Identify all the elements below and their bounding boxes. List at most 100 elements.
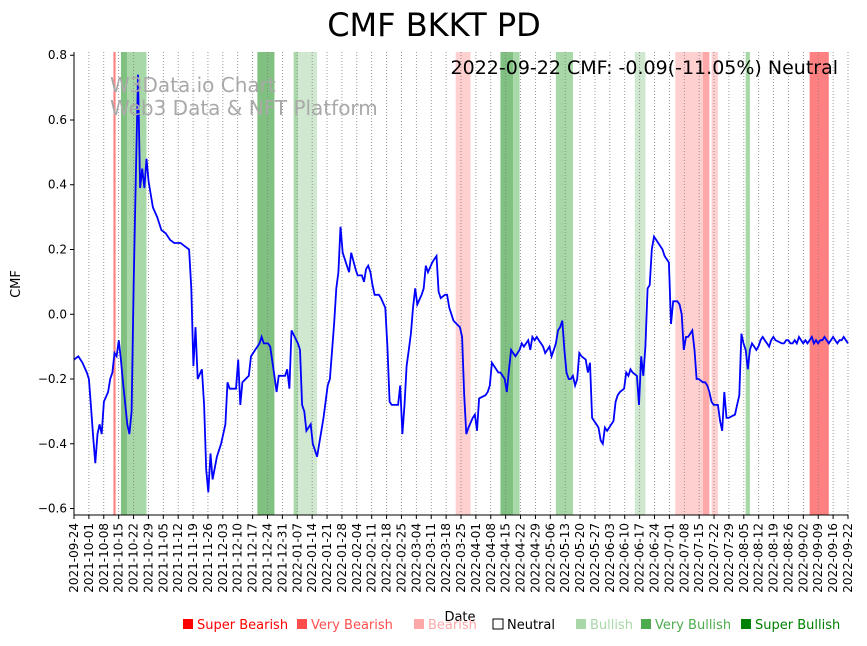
band-bearish [675,52,706,515]
series-line-cmf [73,74,849,493]
x-tick-label: 2022-08-19 [767,523,781,593]
x-tick-label: 2022-02-25 [394,523,408,593]
x-tick-label: 2021-10-29 [141,523,155,593]
x-tick-label: 2022-07-08 [677,523,691,593]
x-tick-label: 2022-03-25 [454,523,468,593]
band-bullish-light [634,52,646,515]
x-tick-label: 2022-08-05 [737,523,751,593]
x-tick-label: 2022-06-17 [633,523,647,593]
x-tick-label: 2022-08-12 [752,523,766,593]
vertical-gridlines [73,52,849,515]
x-tick-label: 2022-01-28 [335,523,349,593]
band-bearish [455,52,471,515]
band-super-bearish [113,52,116,515]
band-very-bullish [500,52,514,515]
x-tick-label: 2021-10-01 [82,523,96,593]
x-tick-label: 2021-10-15 [112,523,126,593]
x-tick-label: 2022-03-11 [424,523,438,593]
x-tick-label: 2022-09-09 [811,523,825,593]
y-axis-label: CMF [9,270,24,298]
cmf-series [73,74,849,493]
legend-swatch-very-bearish [297,619,307,629]
x-tick-label: 2021-12-03 [216,523,230,593]
x-tick-label: 2022-06-10 [618,523,632,593]
band-bullish [555,52,573,515]
watermark-line-2: Web3 Data & NFT Platform [110,96,378,120]
x-tick-label: 2022-07-22 [707,523,721,593]
x-tick-label: 2022-04-15 [499,523,513,593]
legend-swatch-bearish [414,619,424,629]
band-very-bullish [257,52,275,515]
x-tick-label: 2022-08-26 [781,523,795,593]
watermark-line-1: W3Data.io Chart [110,73,276,97]
legend-label-very-bullish: Very Bullish [655,618,731,633]
x-tick-label: 2022-02-04 [350,523,364,593]
latest-value-annotation: 2022-09-22 CMF: -0.09(-11.05%) Neutral [451,57,838,79]
band-bullish [293,52,298,515]
x-tick-label: 2021-11-19 [186,523,200,593]
band-super-bearish [809,52,829,515]
x-tick-label: 2022-06-24 [648,523,662,593]
x-tick-label: 2021-12-24 [261,523,275,593]
y-tick-label: −0.4 [38,437,67,451]
legend-swatch-super-bullish [741,619,751,629]
y-axis-ticks: −0.6 −0.4 −0.2 0.0 0.2 0.4 0.6 0.8 [38,48,74,516]
chart-title: CMF BKKT PD [327,6,541,44]
legend-label-super-bearish: Super Bearish [197,618,288,633]
x-tick-label: 2022-06-03 [603,523,617,593]
x-tick-label: 2022-05-27 [588,523,602,593]
y-tick-label: 0.8 [48,48,67,62]
x-tick-label: 2022-07-01 [662,523,676,593]
x-tick-label: 2022-09-16 [826,523,840,593]
x-tick-label: 2021-12-10 [231,523,245,593]
legend-label-super-bullish: Super Bullish [755,618,840,633]
x-tick-label: 2022-02-11 [365,523,379,593]
x-tick-label: 2022-04-08 [484,523,498,593]
x-tick-label: 2022-02-18 [380,523,394,593]
band-bullish [513,52,520,515]
band-very-bearish [703,52,710,515]
x-tick-label: 2022-05-06 [543,523,557,593]
x-tick-label: 2022-05-20 [573,523,587,593]
x-tick-label: 2022-07-29 [722,523,736,593]
x-tick-label: 2022-09-22 [841,523,855,593]
band-very-bullish [120,52,128,515]
x-axis-label: Date [444,610,475,625]
y-tick-label: 0.2 [48,243,67,257]
legend-label-neutral: Neutral [507,618,555,633]
band-bullish [745,52,750,515]
x-tick-label: 2022-04-29 [528,523,542,593]
legend: Super Bearish Very Bearish Bearish Neutral B… [183,618,840,633]
x-tick-label: 2022-05-13 [558,523,572,593]
x-tick-label: 2021-12-17 [246,523,260,593]
x-tick-label: 2022-01-21 [320,523,334,593]
legend-label-bullish: Bullish [590,618,633,633]
legend-label-bearish: Bearish [428,618,477,633]
legend-swatch-super-bearish [183,619,193,629]
x-tick-label: 2021-11-26 [201,523,215,593]
x-tick-label: 2022-01-14 [305,523,319,593]
y-tick-label: 0.4 [48,178,67,192]
x-tick-label: 2021-12-31 [275,523,289,593]
y-tick-label: 0.6 [48,113,67,127]
y-tick-label: 0.0 [48,307,67,321]
x-tick-label: 2022-03-04 [409,523,423,593]
x-tick-label: 2022-04-01 [469,523,483,593]
x-tick-label: 2022-07-15 [692,523,706,593]
x-tick-label: 2022-03-18 [439,523,453,593]
legend-swatch-neutral [492,618,504,630]
legend-swatch-very-bullish [641,619,651,629]
band-bearish [711,52,718,515]
legend-label-very-bearish: Very Bearish [311,618,393,633]
y-tick-label: −0.2 [38,372,67,386]
x-tick-label: 2021-09-24 [67,523,81,593]
y-tick-label: −0.6 [38,502,67,516]
x-tick-label: 2022-01-07 [290,523,304,593]
x-tick-label: 2021-11-05 [156,523,170,593]
legend-swatch-bullish [576,619,586,629]
x-tick-label: 2022-09-02 [796,523,810,593]
x-tick-label: 2021-10-08 [97,523,111,593]
x-tick-label: 2021-11-12 [171,523,185,593]
x-axis-ticks: 2021-09-24 2021-10-01 2021-10-08 2021-10-15… [67,515,855,593]
